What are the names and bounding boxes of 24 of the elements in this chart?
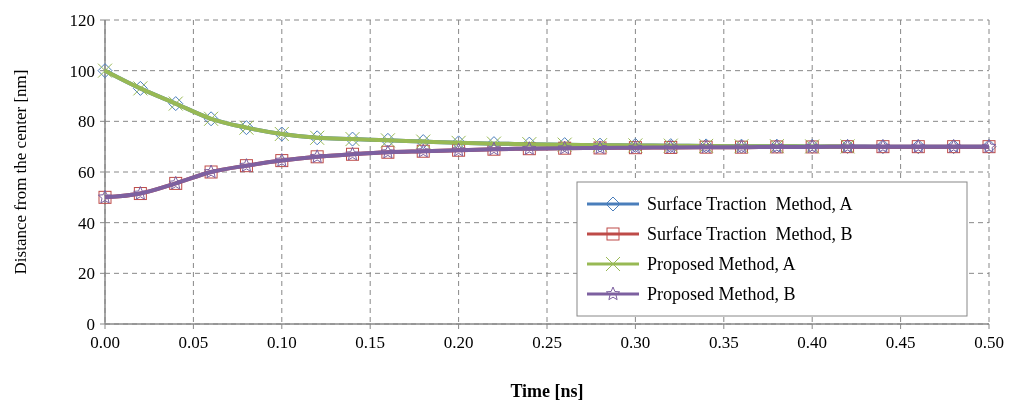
x-tick-label: 0.30	[620, 333, 651, 352]
x-tick-label: 0.20	[443, 333, 474, 352]
x-tick-label: 0.25	[532, 333, 562, 352]
y-tick-label: 40	[78, 213, 95, 233]
x-tick-label: 0.05	[178, 333, 209, 352]
y-axis-title: Distance from the center [nm]	[11, 69, 30, 275]
y-tick-label: 120	[69, 11, 95, 30]
y-tick-label: 0	[86, 315, 95, 334]
x-tick-label: 0.15	[355, 333, 386, 352]
x-tick-label: 0.50	[974, 333, 1004, 352]
x-tick-label: 0.40	[797, 333, 828, 352]
legend-label: Surface Traction Method, A	[647, 194, 853, 214]
y-tick-label: 100	[69, 61, 95, 81]
x-tick-label: 0.35	[708, 333, 739, 352]
y-tick-label: 20	[78, 264, 95, 284]
x-tick-label: 0.10	[266, 333, 297, 352]
x-axis-title: Time [ns]	[510, 381, 584, 401]
y-tick-label: 80	[78, 112, 95, 132]
x-tick-label: 0.00	[90, 333, 120, 352]
legend-label: Proposed Method, B	[647, 284, 796, 304]
legend-label: Proposed Method, A	[647, 254, 796, 274]
x-tick-label: 0.45	[885, 333, 916, 352]
y-tick-label: 60	[78, 163, 95, 182]
legend-label: Surface Traction Method, B	[647, 224, 853, 244]
